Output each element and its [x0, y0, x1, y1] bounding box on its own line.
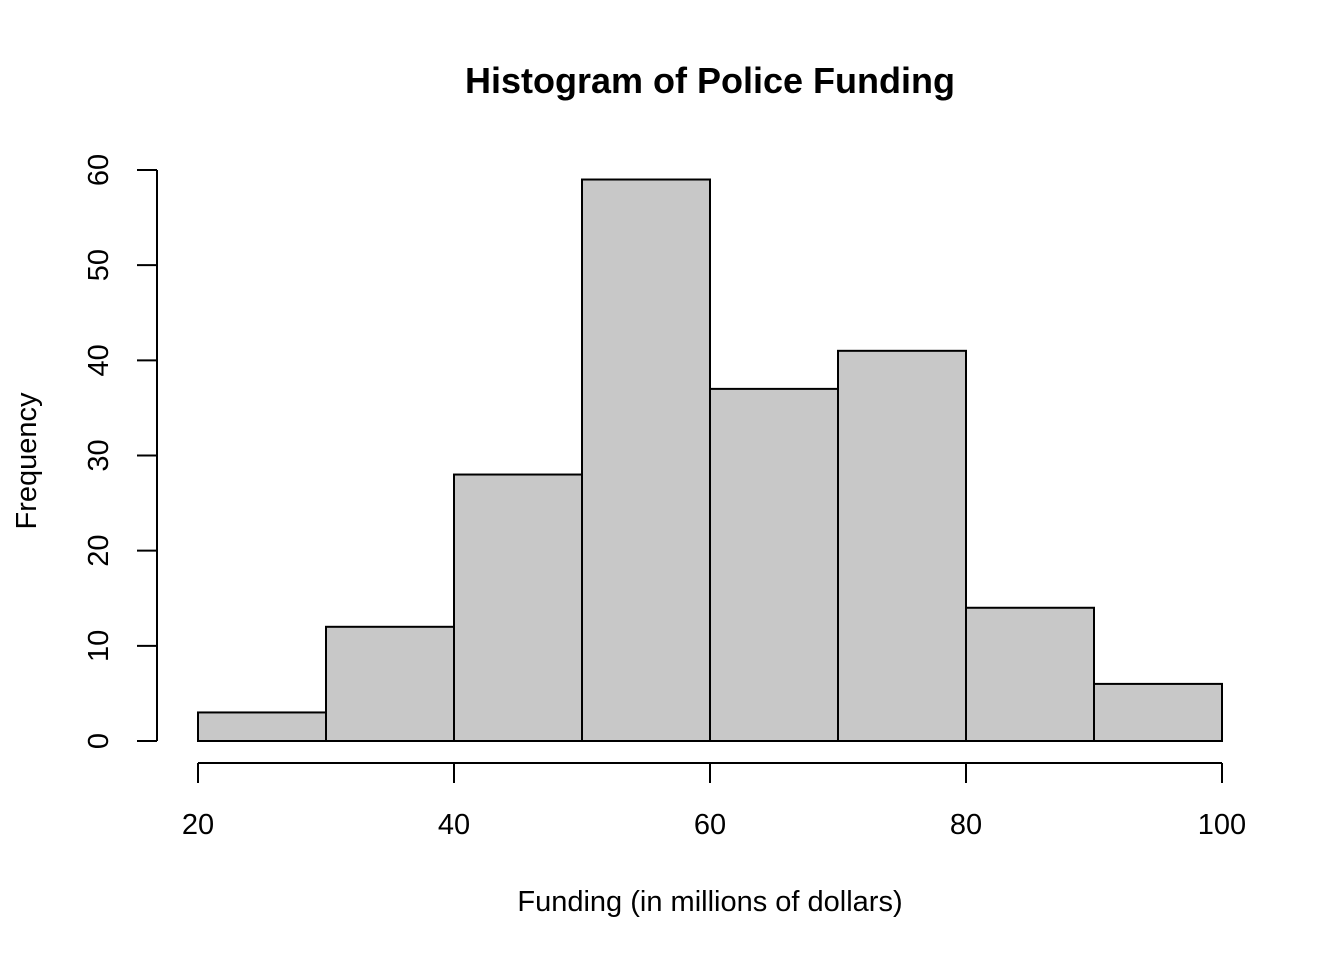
chart-title: Histogram of Police Funding	[465, 60, 955, 101]
y-tick-label-30: 30	[83, 439, 115, 471]
histogram-bar-90-100	[1093, 682, 1223, 743]
bars-group	[197, 178, 1223, 743]
x-tick-label-100: 100	[1198, 809, 1246, 841]
y-tick-label-40: 40	[83, 344, 115, 376]
y-tick-label-20: 20	[83, 535, 115, 567]
histogram-bar-60-70	[709, 387, 839, 742]
x-tick-label-60: 60	[694, 809, 726, 841]
histogram-bar-80-90	[965, 606, 1095, 742]
histogram-bar-40-50	[453, 473, 583, 742]
y-axis-ticks: 0 10 20 30 40 50 60	[83, 154, 157, 749]
y-tick-label-60: 60	[83, 154, 115, 186]
x-tick-label-40: 40	[438, 809, 470, 841]
y-axis-label: Frequency	[11, 392, 43, 530]
x-axis-label: Funding (in millions of dollars)	[517, 886, 902, 918]
histogram-bar-50-60	[581, 178, 711, 742]
y-tick-label-50: 50	[83, 249, 115, 281]
x-tick-label-80: 80	[950, 809, 982, 841]
x-tick-label-20: 20	[182, 809, 214, 841]
histogram-bar-30-40	[325, 625, 455, 742]
y-tick-label-0: 0	[83, 733, 115, 749]
y-tick-label-10: 10	[83, 630, 115, 662]
histogram-bar-70-80	[837, 349, 967, 742]
x-axis-ticks: 20 40 60 80 100	[182, 763, 1246, 841]
histogram-bar-20-30	[197, 711, 327, 743]
